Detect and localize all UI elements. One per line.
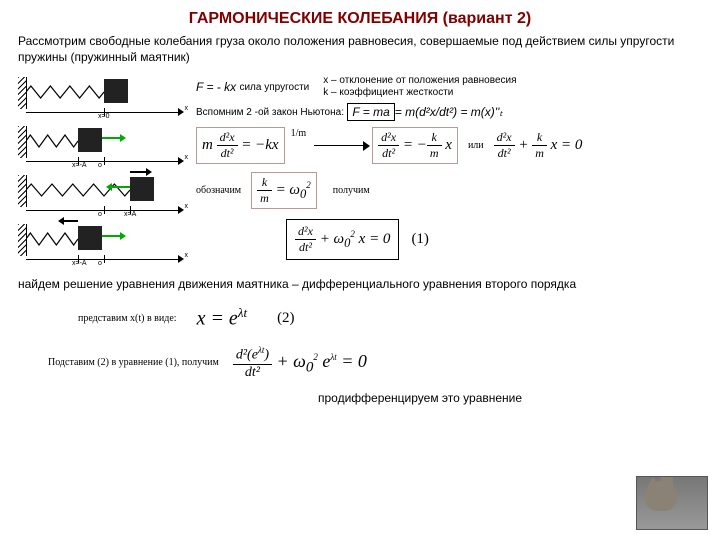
eq-mkx: m d²xdt² = −kx: [196, 127, 285, 164]
eq-km: d²xdt² = −km x: [372, 127, 458, 164]
differentiate-text: продифференцируем это уравнение: [318, 391, 702, 405]
spring: [26, 85, 104, 99]
mass-block: [130, 177, 154, 201]
eq-plus-km: d²xdt² + km x = 0: [494, 130, 583, 161]
eq-num-1: (1): [411, 231, 429, 248]
spring: [26, 134, 78, 148]
force-arrow-icon: [102, 137, 120, 139]
force-eq-label: сила упругости: [239, 82, 309, 93]
represent-line: представим x(t) в виде: x = eλt (2): [78, 305, 702, 331]
newton-label: Вспомним 2 -ой закон Ньютона:: [196, 107, 344, 118]
mass-block: [104, 79, 128, 103]
mass-block: [78, 128, 102, 152]
over-m: 1/m: [291, 128, 307, 139]
axis: x=-Ao x: [26, 156, 188, 166]
axis: ox=A x: [26, 205, 188, 215]
newton-line: Вспомним 2 -ой закон Ньютона: F = ma = m…: [196, 103, 702, 121]
notes: x – отклонение от положения равновесия k…: [323, 75, 516, 99]
mass-block: [78, 226, 102, 250]
eq-exp: x = eλt: [197, 305, 248, 331]
intro-text: Рассмотрим свободные колебания груза око…: [18, 34, 702, 65]
axis: x=0 x: [26, 107, 188, 117]
velocity-arrow-icon: [64, 220, 78, 222]
newton-boxed: F = ma: [347, 103, 394, 121]
eq-omega0: km = ω02: [251, 172, 317, 209]
spring-diagram-row: ox=A x: [18, 169, 188, 218]
derivation-row-1: m d²xdt² = −kx 1/m d²xdt² = −km x или d²…: [196, 127, 702, 164]
eq-substituted: d²(eλt)dt² + ω02 eλt = 0: [233, 345, 367, 381]
force-equation-line: F = - kx сила упругости x – отклонение о…: [196, 75, 702, 99]
eq-num-2: (2): [277, 310, 295, 327]
arrow-icon: [314, 145, 364, 146]
spring-diagram-row: x=-Ao x: [18, 218, 188, 267]
axis: x=-Ao x: [26, 254, 188, 264]
force-arrow-icon: [102, 235, 120, 237]
force-arrow-icon: [112, 186, 130, 188]
find-solution-text: найдем решение уравнения движения маятни…: [18, 277, 702, 291]
cat-image: [636, 476, 708, 530]
note-k: k – коэффициент жесткости: [323, 87, 453, 98]
newton-tail: = m(d²x/dt²) = m(x)''ₜ: [395, 105, 503, 119]
eq-main: d²xdt² + ω02 x = 0: [286, 219, 399, 260]
or-label: или: [468, 140, 484, 151]
represent-label: представим x(t) в виде:: [78, 313, 177, 324]
note-x: x – отклонение от положения равновесия: [323, 75, 516, 86]
right-content: F = - kx сила упругости x – отклонение о…: [196, 71, 702, 267]
force-eq: F = - kx: [196, 80, 236, 94]
velocity-arrow-icon: [130, 171, 146, 173]
page-title: ГАРМОНИЧЕСКИЕ КОЛЕБАНИЯ (вариант 2): [18, 10, 702, 28]
main-area: x=0 x x=-Ao x ox=A x x=-Ao: [18, 71, 702, 267]
spring-diagram-row: x=0 x: [18, 71, 188, 120]
substitute-line: Подставим (2) в уравнение (1), получим d…: [48, 345, 702, 381]
derivation-row-2: обозначим km = ω02 получим: [196, 172, 702, 209]
spring-diagrams: x=0 x x=-Ao x ox=A x x=-Ao: [18, 71, 196, 267]
spring-diagram-row: x=-Ao x: [18, 120, 188, 169]
spring: [26, 232, 78, 246]
substitute-label: Подставим (2) в уравнение (1), получим: [48, 357, 219, 368]
main-equation: d²xdt² + ω02 x = 0 (1): [286, 219, 702, 260]
denote-label: обозначим: [196, 185, 241, 196]
obtain-label: получим: [333, 185, 370, 196]
